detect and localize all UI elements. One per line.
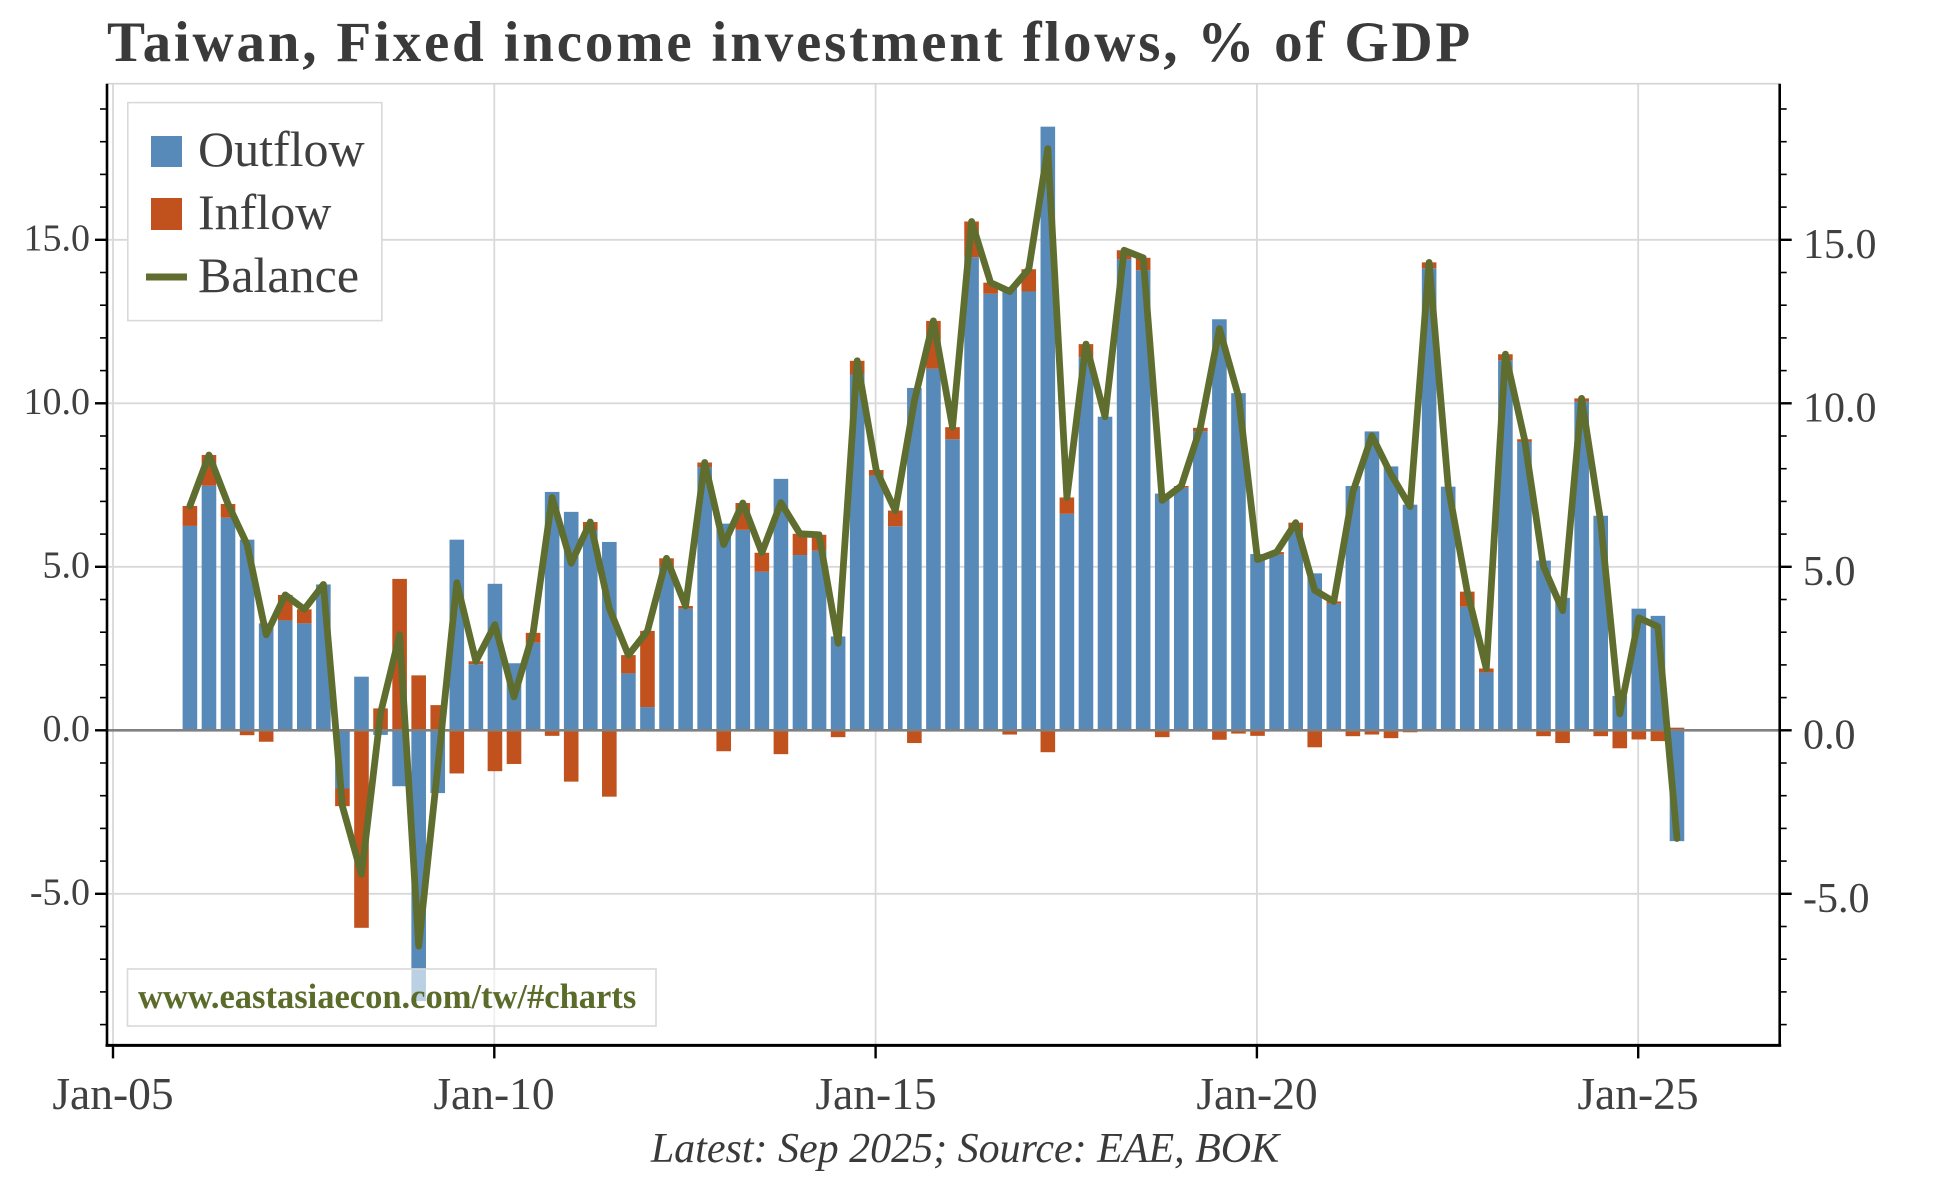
svg-text:Outflow: Outflow <box>198 121 365 177</box>
svg-text:-5.0: -5.0 <box>30 871 90 913</box>
svg-text:5.0: 5.0 <box>43 544 91 586</box>
svg-text:Jan-05: Jan-05 <box>52 1068 173 1119</box>
svg-text:15.0: 15.0 <box>1803 222 1877 268</box>
svg-text:Jan-15: Jan-15 <box>815 1068 936 1119</box>
svg-text:www.eastasiaecon.com/tw/#chart: www.eastasiaecon.com/tw/#charts <box>138 978 636 1016</box>
svg-text:0.0: 0.0 <box>1803 712 1856 758</box>
svg-text:Taiwan, Fixed income investmen: Taiwan, Fixed income investment flows, %… <box>107 11 1473 74</box>
svg-text:Jan-10: Jan-10 <box>433 1068 554 1119</box>
svg-text:10.0: 10.0 <box>1803 385 1877 431</box>
svg-text:0.0: 0.0 <box>43 708 91 750</box>
svg-text:Jan-20: Jan-20 <box>1196 1068 1317 1119</box>
svg-text:Inflow: Inflow <box>198 184 331 240</box>
svg-text:10.0: 10.0 <box>24 381 91 423</box>
svg-text:5.0: 5.0 <box>1803 549 1856 595</box>
svg-text:Jan-25: Jan-25 <box>1577 1068 1698 1119</box>
svg-text:Balance: Balance <box>198 247 359 303</box>
svg-text:Latest: Sep 2025; Source: EAE,: Latest: Sep 2025; Source: EAE, BOK <box>650 1126 1281 1172</box>
svg-text:15.0: 15.0 <box>24 217 91 259</box>
svg-text:-5.0: -5.0 <box>1803 876 1870 922</box>
